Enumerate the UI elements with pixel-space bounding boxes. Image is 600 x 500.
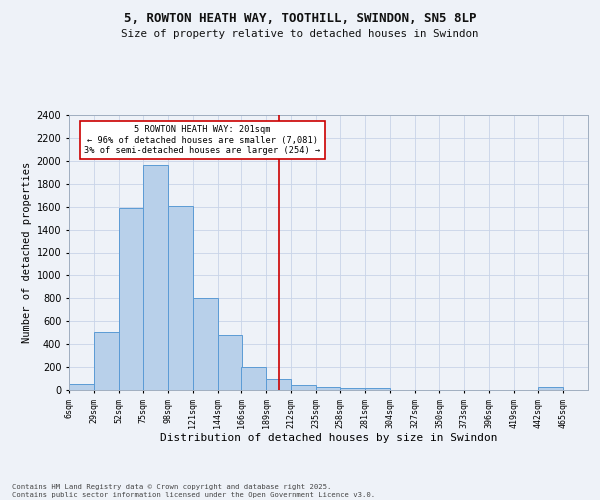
Bar bbox=[241, 367, 266, 390]
Text: 5 ROWTON HEATH WAY: 201sqm
← 96% of detached houses are smaller (7,081)
3% of se: 5 ROWTON HEATH WAY: 201sqm ← 96% of deta… bbox=[85, 126, 320, 155]
Bar bbox=[266, 379, 291, 390]
Bar bbox=[168, 206, 193, 390]
Bar bbox=[365, 388, 390, 390]
Bar bbox=[143, 166, 168, 390]
Bar bbox=[193, 298, 218, 390]
Text: Size of property relative to detached houses in Swindon: Size of property relative to detached ho… bbox=[121, 29, 479, 39]
Bar bbox=[340, 388, 365, 390]
Bar bbox=[538, 387, 563, 390]
Y-axis label: Number of detached properties: Number of detached properties bbox=[22, 162, 32, 343]
Bar bbox=[69, 384, 94, 390]
X-axis label: Distribution of detached houses by size in Swindon: Distribution of detached houses by size … bbox=[160, 433, 497, 443]
Text: 5, ROWTON HEATH WAY, TOOTHILL, SWINDON, SN5 8LP: 5, ROWTON HEATH WAY, TOOTHILL, SWINDON, … bbox=[124, 12, 476, 26]
Bar bbox=[94, 332, 119, 390]
Text: Contains HM Land Registry data © Crown copyright and database right 2025.
Contai: Contains HM Land Registry data © Crown c… bbox=[12, 484, 375, 498]
Bar bbox=[291, 386, 316, 390]
Bar bbox=[316, 386, 340, 390]
Bar bbox=[218, 335, 242, 390]
Bar bbox=[119, 208, 143, 390]
